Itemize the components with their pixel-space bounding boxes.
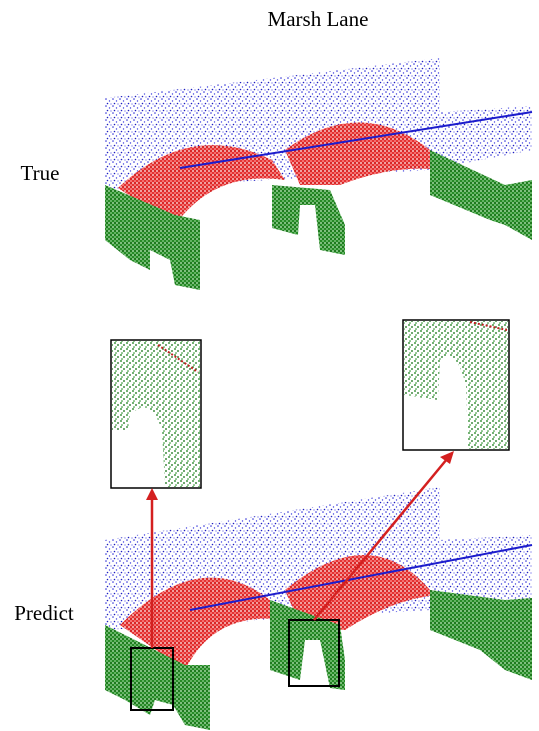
point-cloud-true	[105, 58, 532, 290]
inset-left	[111, 340, 201, 488]
row-label: True	[21, 161, 60, 185]
figure-title: Marsh Lane	[268, 7, 369, 31]
inset-right	[403, 320, 509, 450]
figure: Marsh Lane True Predict	[0, 0, 539, 731]
row-label: Predict	[14, 601, 74, 625]
point-cloud-predict	[105, 487, 532, 730]
